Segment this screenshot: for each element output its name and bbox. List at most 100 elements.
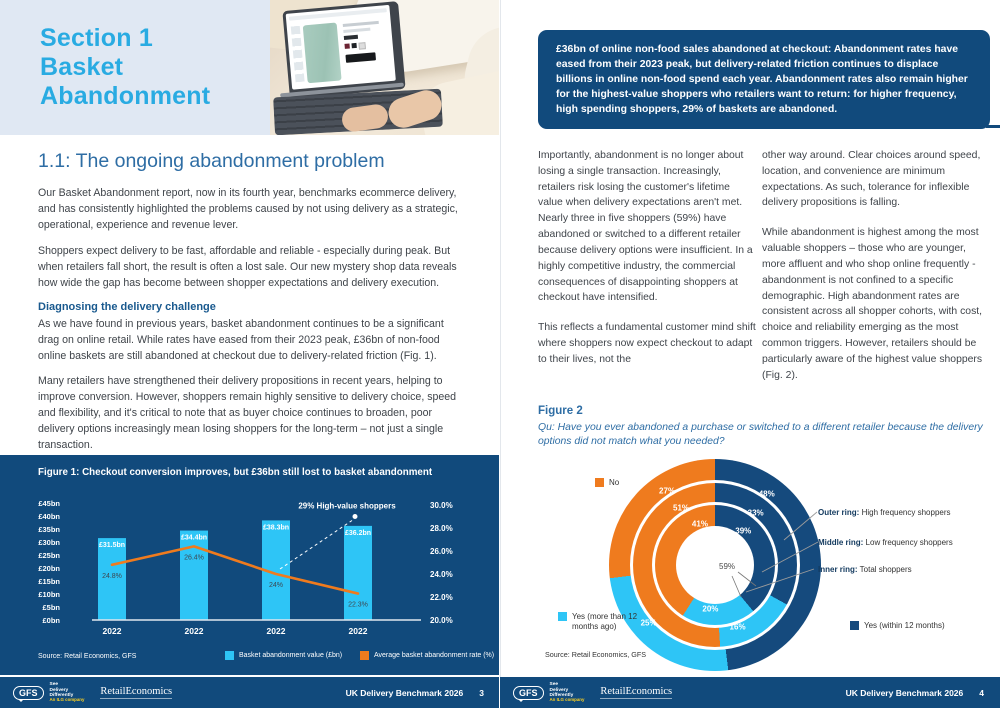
ecommerce-screen — [285, 4, 396, 90]
left-axis-tick: £40bn — [38, 512, 60, 521]
paragraph: Shoppers expect delivery to be fast, aff… — [38, 245, 457, 289]
left-axis-tick: £5bn — [42, 603, 60, 612]
callout-box: £36bn of online non-food sales abandoned… — [538, 30, 990, 130]
legend-item: Basket abandonment value (£bn) — [225, 651, 342, 660]
left-axis-tick: £15bn — [38, 577, 60, 586]
section-title-line: Abandonment — [40, 82, 211, 110]
legend-item-yes-recent: Yes (within 12 months) — [850, 621, 945, 631]
donut-annotation-59: 59% — [719, 562, 736, 571]
left-axis-tick: £30bn — [38, 538, 60, 547]
rate-line — [110, 545, 360, 595]
legend-swatch — [225, 651, 234, 660]
bar-value-label: £31.5bn — [99, 542, 125, 549]
right-axis-tick: 28.0% — [430, 524, 453, 533]
page-divider-line — [500, 0, 501, 708]
product-image — [302, 22, 342, 84]
callout-rule — [986, 125, 1000, 128]
left-axis-tick: £20bn — [38, 564, 60, 573]
page-footer: GFS See Delivery Differently An ILG comp… — [0, 677, 500, 708]
donut-chart — [609, 459, 821, 671]
retail-economics-logo: RetailEconomics — [100, 686, 173, 699]
legend-label: Yes (within 12 months) — [864, 621, 945, 630]
left-axis-tick: £35bn — [38, 525, 60, 534]
section-title: Section 1 Basket Abandonment — [40, 24, 210, 111]
bar-value-label: £38.3bn — [263, 524, 289, 531]
leader-lines — [731, 511, 819, 598]
page-number: 4 — [979, 687, 984, 698]
legend-label: Basket abandonment value (£bn) — [239, 652, 343, 659]
bar-value-label: £36.2bn — [345, 530, 371, 537]
bar — [98, 538, 126, 620]
section-header-band: Section 1 Basket Abandonment — [0, 0, 270, 135]
legend-label: Average basket abandonment rate (%) — [374, 652, 495, 659]
document-title: UK Delivery Benchmark 2026 — [845, 687, 964, 698]
rate-label: 24.8% — [102, 573, 122, 580]
bar-value-label: £34.4bn — [181, 535, 207, 542]
product-text-line — [342, 20, 379, 28]
x-axis-label: 2022 — [185, 626, 204, 636]
color-swatch — [358, 42, 367, 50]
figure1-legend-row: Source: Retail Economics, GFS Basket aba… — [0, 651, 500, 671]
bar — [180, 530, 208, 620]
gfs-logo: GFS — [13, 685, 44, 702]
document-title: UK Delivery Benchmark 2026 — [345, 687, 464, 698]
legend-swatch — [850, 621, 859, 630]
paragraph: Importantly, abandonment is no longer ab… — [538, 150, 753, 304]
section-title-line: Basket — [40, 53, 124, 81]
annotation-dot — [352, 514, 358, 519]
annotation-text: 29% High-value shoppers — [298, 502, 396, 511]
legend-label: No — [609, 478, 620, 487]
text-column-1: Importantly, abandonment is no longer ab… — [538, 148, 756, 382]
rate-label: 24% — [269, 582, 283, 589]
x-axis-label: 2022 — [349, 626, 368, 636]
figure2-label: Figure 2 — [538, 405, 583, 417]
left-axis-tick: £10bn — [38, 590, 60, 599]
gfs-tagline: See Delivery Differently An ILG company — [49, 682, 85, 702]
figure2-chart: 39% 20% 41% 33% 16% 51% 48% 25% 27% Outer ring: … — [500, 450, 1000, 675]
paragraph: While abandonment is highest among the m… — [762, 227, 983, 381]
hero-photo — [270, 0, 500, 135]
browser-bar — [288, 8, 387, 21]
paragraph: This reflects a fundamental customer min… — [538, 322, 756, 365]
rate-label: 22.3% — [348, 602, 368, 609]
color-swatch — [344, 43, 350, 49]
figure1-panel: Figure 1: Checkout conversion improves, … — [0, 455, 500, 675]
bar — [344, 525, 372, 620]
right-axis-tick: 22.0% — [430, 593, 453, 602]
right-axis-tick: 26.0% — [430, 547, 453, 556]
legend-item-no: No — [595, 478, 619, 488]
left-axis-tick: £0bn — [42, 616, 60, 625]
legend-swatch — [595, 478, 604, 487]
paragraph: As we have found in previous years, bask… — [38, 318, 444, 362]
left-axis-tick: £45bn — [38, 499, 60, 508]
annotation-line — [279, 520, 353, 570]
right-axis-tick: 24.0% — [430, 570, 453, 579]
add-to-cart-button-graphic — [345, 52, 377, 63]
legend-swatch — [558, 612, 567, 621]
legend-swatch — [360, 651, 369, 660]
figure1-chart: £45bn £40bn £35bn £30bn £25bn £20bn £15bn £10bn… — [38, 499, 453, 636]
figure2-question: Qu: Have you ever abandoned a purchase o… — [538, 422, 983, 447]
x-axis-label: 2022 — [267, 626, 286, 636]
paragraph: other way around. Clear choices around s… — [762, 150, 981, 209]
left-axis-tick: £25bn — [38, 551, 60, 560]
figure1-title: Figure 1: Checkout conversion improves, … — [38, 467, 433, 478]
paragraph: Many retailers have strengthened their d… — [38, 375, 457, 451]
price-text — [343, 34, 359, 40]
retail-economics-logo: RetailEconomics — [600, 686, 673, 699]
paragraph: Our Basket Abandonment report, now in it… — [38, 187, 458, 231]
rate-label: 26.4% — [184, 554, 204, 561]
legend-item-yes-older: Yes (more than 12 months ago) — [558, 612, 644, 632]
section-title-line: Section 1 — [40, 24, 153, 52]
donut-hole — [676, 526, 754, 604]
page-footer: GFS See Delivery Differently An ILG comp… — [500, 677, 1000, 708]
gfs-tagline: See Delivery Differently An ILG company — [549, 682, 585, 702]
ring-caption-inner: Inner ring: Total shoppers — [818, 565, 912, 574]
product-text-line — [343, 27, 371, 33]
x-axis-label: 2022 — [103, 626, 122, 636]
right-axis-tick: 20.0% — [430, 616, 453, 625]
subheading: Diagnosing the delivery challenge — [38, 301, 216, 313]
ring-caption-outer: Outer ring: High frequency shoppers — [818, 508, 951, 517]
legend-label: Yes (more than 12 months ago) — [572, 612, 638, 631]
